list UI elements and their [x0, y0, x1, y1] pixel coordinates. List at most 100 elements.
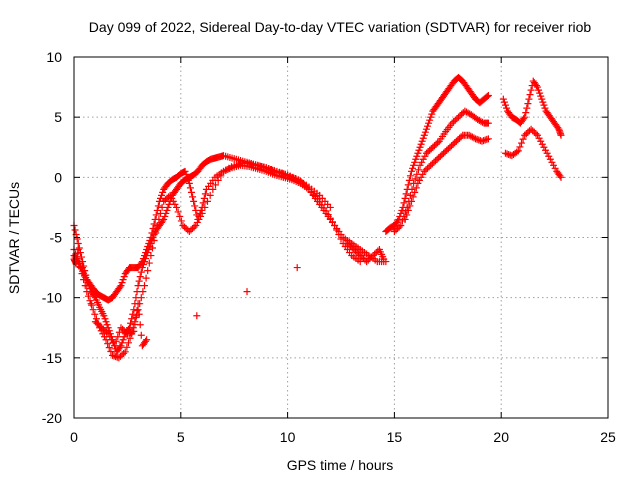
data-point: [422, 166, 430, 174]
chart-title: Day 099 of 2022, Sidereal Day-to-day VTE…: [89, 19, 592, 35]
data-point: [416, 143, 424, 151]
data-point: [121, 348, 129, 356]
data-point: [401, 194, 409, 202]
data-point: [418, 137, 426, 145]
data-point: [443, 146, 451, 154]
data-point: [395, 215, 403, 223]
data-point: [114, 333, 122, 341]
data-point: [337, 235, 345, 243]
data-point: [427, 145, 435, 153]
data-point: [450, 118, 458, 126]
data-point: [118, 339, 126, 347]
data-point: [451, 139, 459, 147]
data-point: [182, 170, 190, 178]
data-point: [161, 196, 169, 204]
data-point: [168, 194, 176, 202]
data-point: [421, 152, 429, 160]
data-point: [347, 243, 355, 251]
data-point: [516, 143, 524, 151]
data-point: [418, 158, 426, 166]
y-tick-label: -15: [42, 350, 62, 366]
data-point: [456, 112, 464, 120]
data-point: [148, 244, 156, 252]
data-point: [409, 193, 417, 201]
data-point: [142, 249, 150, 257]
x-axis-label: GPS time / hours: [287, 457, 394, 473]
data-point: [104, 330, 112, 338]
data-point: [209, 185, 217, 193]
data-point: [158, 191, 166, 199]
data-point: [545, 152, 553, 160]
data-point: [481, 136, 489, 144]
data-point: [413, 152, 421, 160]
data-point: [74, 240, 82, 248]
y-tick-label: -10: [42, 290, 62, 306]
data-point: [135, 310, 143, 318]
data-point: [192, 221, 200, 229]
data-point: [159, 217, 167, 225]
data-point: [472, 135, 480, 143]
data-point: [109, 339, 117, 347]
data-point: [99, 325, 107, 333]
data-point: [108, 351, 116, 359]
data-point: [556, 172, 564, 180]
data-point: [412, 155, 420, 163]
data-point: [470, 134, 478, 142]
data-point: [104, 340, 112, 348]
data-point: [484, 92, 492, 100]
data-point: [406, 202, 414, 210]
data-point: [133, 307, 141, 315]
data-point: [147, 234, 155, 241]
data-point: [145, 240, 153, 248]
data-point: [152, 211, 160, 219]
data-point: [363, 258, 371, 266]
data-point: [96, 322, 104, 330]
data-point: [110, 352, 118, 360]
x-tick-label: 25: [600, 429, 616, 445]
data-point: [448, 119, 456, 127]
data-point: [358, 253, 366, 261]
data-point: [115, 354, 123, 362]
data-point: [191, 202, 199, 210]
data-point: [204, 197, 211, 205]
data-point: [506, 151, 514, 159]
data-point: [163, 206, 171, 214]
data-point: [343, 240, 351, 248]
data-point: [105, 344, 113, 352]
data-point: [427, 161, 435, 169]
data-point: [420, 167, 428, 175]
data-point: [499, 95, 507, 103]
data-point: [116, 352, 124, 360]
data-point: [435, 154, 443, 162]
data-point: [414, 166, 422, 174]
data-point: [457, 133, 465, 141]
data-point: [98, 324, 106, 332]
data-point: [197, 206, 205, 214]
data-point: [448, 142, 456, 150]
data-point: [480, 137, 488, 145]
data-point: [406, 172, 414, 180]
data-point: [182, 224, 190, 232]
data-point: [159, 188, 167, 196]
data-point: [541, 104, 549, 112]
data-point: [101, 315, 109, 323]
data-point: [153, 221, 161, 229]
data-point: [100, 312, 108, 320]
data-point: [400, 199, 408, 207]
data-point: [434, 139, 442, 147]
data-point: [424, 148, 432, 156]
data-point: [351, 247, 359, 255]
data-point: [444, 145, 452, 153]
data-point: [525, 95, 533, 103]
data-point: [145, 259, 153, 267]
data-point: [432, 140, 440, 148]
data-point: [522, 130, 530, 138]
y-tick-label: 0: [54, 169, 62, 185]
data-point: [428, 110, 436, 118]
data-point: [157, 209, 165, 217]
data-point: [139, 255, 147, 263]
data-point: [500, 98, 508, 106]
data-point: [449, 140, 457, 148]
y-axis-label: SDTVAR / TECUs: [6, 182, 22, 294]
data-point: [91, 310, 99, 318]
